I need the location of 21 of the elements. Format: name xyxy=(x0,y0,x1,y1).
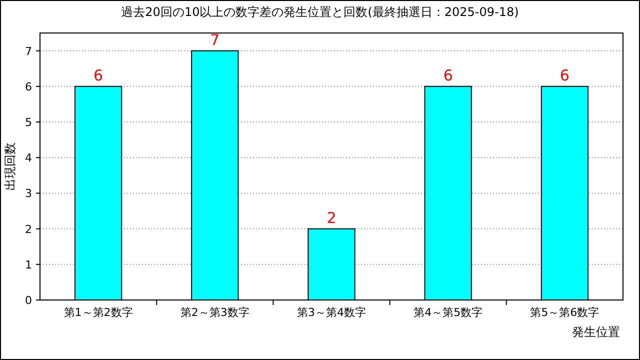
x-tick-label: 第3～第4数字 xyxy=(297,306,366,319)
y-tick-label: 2 xyxy=(25,222,32,236)
x-tick-label: 第4～第5数字 xyxy=(414,306,483,319)
data-label: 2 xyxy=(326,208,336,227)
data-label: 6 xyxy=(443,66,453,84)
y-tick-label: 1 xyxy=(25,258,32,272)
data-label: 6 xyxy=(94,66,104,84)
x-tick-label: 第5～第6数字 xyxy=(530,306,600,319)
x-tick-label: 第1～第2数字 xyxy=(64,306,133,319)
x-axis-title: 発生位置 xyxy=(572,325,620,339)
y-tick-label: 6 xyxy=(25,80,32,94)
y-tick-label: 3 xyxy=(25,187,32,200)
data-label: 6 xyxy=(560,66,570,84)
y-tick-label: 7 xyxy=(25,44,32,58)
y-axis-title: 出現回数 xyxy=(3,142,17,190)
y-tick-label: 0 xyxy=(25,294,32,307)
chart-title: 過去20回の10以上の数字差の発生位置と回数(最終抽選日：2025-09-18) xyxy=(121,5,519,19)
y-tick-label: 4 xyxy=(25,152,32,165)
y-tick-label: 5 xyxy=(25,116,32,129)
data-label: 7 xyxy=(210,30,220,49)
x-tick-label: 第2～第3数字 xyxy=(180,306,250,319)
